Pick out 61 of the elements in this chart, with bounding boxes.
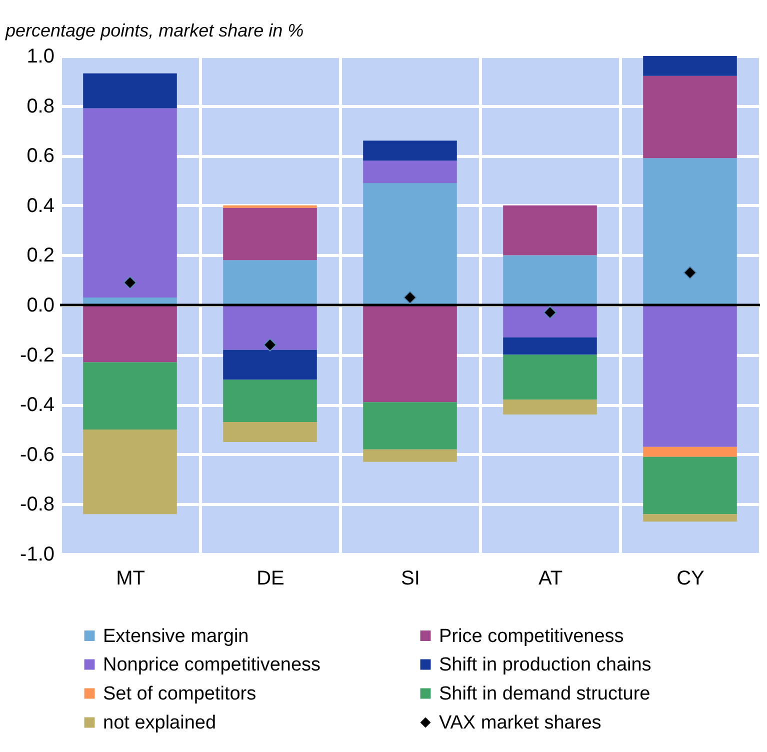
bar	[83, 362, 177, 430]
x-tick-label: DE	[256, 568, 284, 590]
bar	[363, 160, 457, 183]
bar	[363, 182, 457, 305]
bar	[83, 430, 177, 514]
y-tick-label: 0.6	[26, 145, 54, 168]
bar	[223, 350, 317, 380]
y-tick-label: 0.4	[26, 194, 54, 217]
bar	[643, 514, 737, 522]
bar	[503, 354, 597, 400]
x-tick-label: MT	[116, 568, 145, 590]
bar	[363, 402, 457, 450]
bar	[223, 260, 317, 305]
y-tick-label: 0.8	[26, 95, 54, 118]
bar	[363, 140, 457, 161]
y-tick-label: -0.6	[20, 444, 54, 466]
bar	[223, 208, 317, 260]
legend-label: not explained	[103, 712, 216, 734]
point	[403, 290, 417, 304]
bar	[223, 422, 317, 442]
bar	[83, 305, 177, 362]
y-tick-label: -0.4	[20, 394, 54, 416]
bar	[223, 380, 317, 422]
x-tick-label: CY	[676, 568, 704, 590]
y-tick-label: 0.0	[26, 294, 54, 316]
bar	[643, 56, 737, 76]
point	[263, 338, 277, 352]
point	[683, 266, 697, 280]
y-tick-label: 1.0	[26, 46, 54, 68]
legend-label: Nonprice competitiveness	[103, 654, 321, 676]
y-tick-label: 0.2	[26, 244, 54, 267]
point	[123, 276, 137, 290]
y-tick-label: -0.2	[20, 344, 54, 366]
legend-label: Price competitiveness	[439, 626, 624, 647]
bar	[643, 158, 737, 305]
bar	[83, 73, 177, 108]
legend-label: Extensive margin	[103, 626, 249, 647]
bar	[363, 449, 457, 462]
bar	[363, 305, 457, 402]
x-tick-label: AT	[538, 568, 563, 590]
y-tick-label: -1.0	[20, 544, 54, 566]
bar	[503, 255, 597, 305]
bar	[643, 305, 737, 447]
point	[543, 306, 557, 320]
bar	[83, 108, 177, 298]
bar	[503, 205, 597, 256]
legend-label: Shift in demand structure	[439, 684, 650, 704]
x-tick-label: SI	[401, 568, 420, 590]
y-axis-title: percentage points, market share in %	[4, 20, 304, 40]
bar	[223, 305, 317, 350]
bar	[643, 456, 737, 514]
bar	[503, 400, 597, 415]
bar	[643, 446, 737, 457]
legend-label: Set of competitors	[103, 684, 256, 704]
legend-label: Shift in production chains	[439, 654, 652, 676]
y-tick-label: -0.8	[20, 494, 54, 516]
bar	[503, 337, 597, 355]
bar	[223, 205, 317, 208]
legend-label: VAX market shares	[439, 712, 602, 734]
bar	[503, 305, 597, 338]
bar	[643, 76, 737, 158]
